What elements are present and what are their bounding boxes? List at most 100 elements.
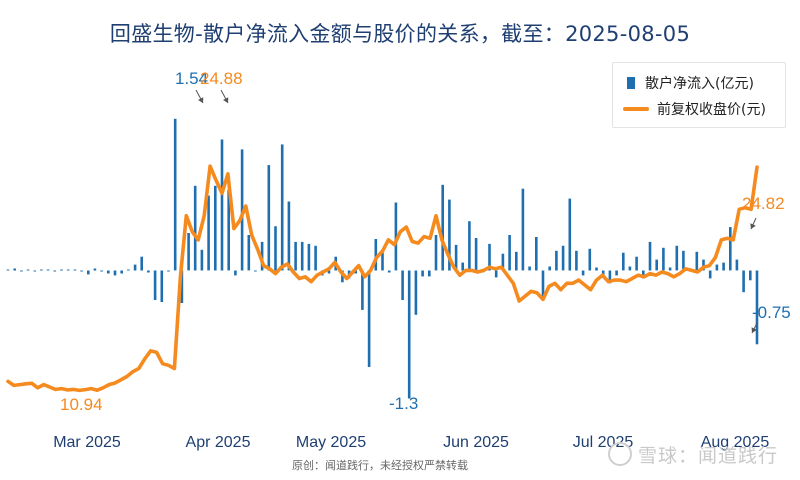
net-inflow-bar	[200, 249, 204, 271]
legend-bar-label: 散户净流入(亿元)	[645, 76, 754, 92]
net-inflow-bar	[33, 270, 37, 272]
net-inflow-bar	[414, 270, 418, 315]
net-inflow-bar	[601, 270, 605, 276]
net-inflow-bar	[53, 270, 57, 272]
net-inflow-bar	[307, 243, 311, 271]
net-inflow-bar	[167, 270, 170, 272]
net-inflow-bar	[193, 185, 197, 271]
net-inflow-bar	[133, 264, 137, 271]
net-inflow-bar	[742, 270, 745, 293]
data-label: 10.94	[60, 395, 103, 414]
net-inflow-bar	[501, 253, 505, 271]
net-inflow-bar	[287, 201, 291, 271]
net-inflow-bar	[314, 245, 317, 271]
net-inflow-bar	[434, 235, 438, 271]
annotation-arrowhead	[198, 97, 204, 103]
net-inflow-bar	[294, 241, 297, 271]
net-inflow-bar	[561, 245, 565, 271]
snowball-logo-icon	[607, 442, 632, 466]
net-inflow-bar	[555, 250, 558, 271]
net-inflow-bar	[608, 270, 612, 284]
net-inflow-bar	[300, 241, 304, 271]
net-inflow-bar	[581, 270, 585, 276]
net-inflow-bar	[421, 270, 424, 277]
net-inflow-bar	[528, 266, 531, 271]
net-inflow-bar	[735, 259, 739, 271]
net-inflow-bar	[615, 270, 618, 276]
net-inflow-bar	[260, 241, 264, 271]
net-inflow-bar	[635, 256, 638, 271]
data-label: -0.75	[752, 303, 791, 322]
net-inflow-bar	[274, 226, 277, 271]
net-inflow-bar	[729, 227, 732, 271]
net-inflow-bar	[247, 235, 251, 271]
legend-line-swatch	[623, 107, 649, 111]
net-inflow-bar	[655, 259, 658, 271]
net-inflow-bar	[367, 270, 371, 367]
net-inflow-bar	[100, 270, 103, 272]
annotation-arrowhead	[751, 327, 757, 333]
net-inflow-bar	[173, 118, 177, 271]
net-inflow-bar	[541, 270, 545, 299]
net-inflow-bar	[468, 221, 471, 271]
net-inflow-bar	[13, 268, 16, 271]
net-inflow-bar	[187, 233, 190, 271]
net-inflow-bar	[628, 266, 632, 271]
annotation-arrowhead	[750, 223, 756, 229]
net-inflow-bar	[535, 237, 538, 271]
net-inflow-bar	[515, 251, 518, 271]
net-inflow-bar	[488, 243, 491, 271]
net-inflow-bar	[401, 270, 404, 300]
net-inflow-bar	[568, 198, 572, 271]
net-inflow-bar	[140, 256, 143, 271]
net-inflow-bar	[60, 269, 63, 271]
x-tick-label: Jun 2025	[443, 434, 509, 451]
legend-bar-swatch	[627, 77, 635, 89]
net-inflow-bar	[428, 270, 431, 277]
data-label: 1.54	[175, 69, 208, 88]
data-label: -1.3	[389, 394, 418, 413]
net-inflow-bar	[93, 268, 97, 271]
x-tick-label: Aug 2025	[701, 434, 770, 451]
net-inflow-bar	[548, 266, 551, 271]
net-inflow-bar	[695, 251, 699, 271]
x-tick-label: Mar 2025	[53, 434, 121, 451]
net-inflow-bar	[234, 270, 237, 276]
net-inflow-bar	[267, 165, 271, 271]
net-inflow-bar	[20, 270, 23, 272]
net-inflow-bar	[595, 267, 598, 271]
net-inflow-bar	[648, 241, 652, 271]
line-layer	[6, 164, 759, 393]
bars-layer	[6, 118, 759, 399]
net-inflow-bar	[588, 248, 592, 271]
net-inflow-bar	[327, 270, 331, 274]
legend-item-line: 前复权收盘价(元)	[623, 99, 766, 119]
net-inflow-bar	[254, 270, 257, 272]
net-inflow-bar	[214, 185, 217, 271]
net-inflow-bar	[341, 270, 344, 283]
watermark-text: 雪球：闻道践行	[637, 445, 778, 467]
net-inflow-bar	[120, 270, 123, 274]
net-inflow-bar	[240, 149, 244, 271]
net-inflow-bar	[494, 270, 498, 278]
net-inflow-bar	[87, 270, 90, 275]
net-inflow-bar	[755, 270, 759, 345]
net-inflow-bar	[147, 270, 150, 273]
net-inflow-bar	[474, 238, 478, 271]
net-inflow-bar	[40, 269, 43, 271]
net-inflow-bar	[521, 188, 525, 271]
legend-line-label: 前复权收盘价(元)	[657, 102, 766, 118]
legend: 散户净流入(亿元) 前复权收盘价(元)	[612, 62, 786, 128]
net-inflow-bar	[207, 195, 210, 271]
net-inflow-bar	[107, 270, 110, 274]
watermark: 雪球：闻道践行	[607, 441, 778, 468]
net-inflow-bar	[675, 245, 679, 271]
net-inflow-bar	[127, 269, 130, 271]
net-inflow-bar	[280, 144, 284, 271]
net-inflow-bar	[80, 270, 83, 272]
net-inflow-bar	[461, 262, 464, 271]
net-inflow-bar	[722, 262, 725, 271]
net-inflow-bar	[668, 267, 672, 271]
